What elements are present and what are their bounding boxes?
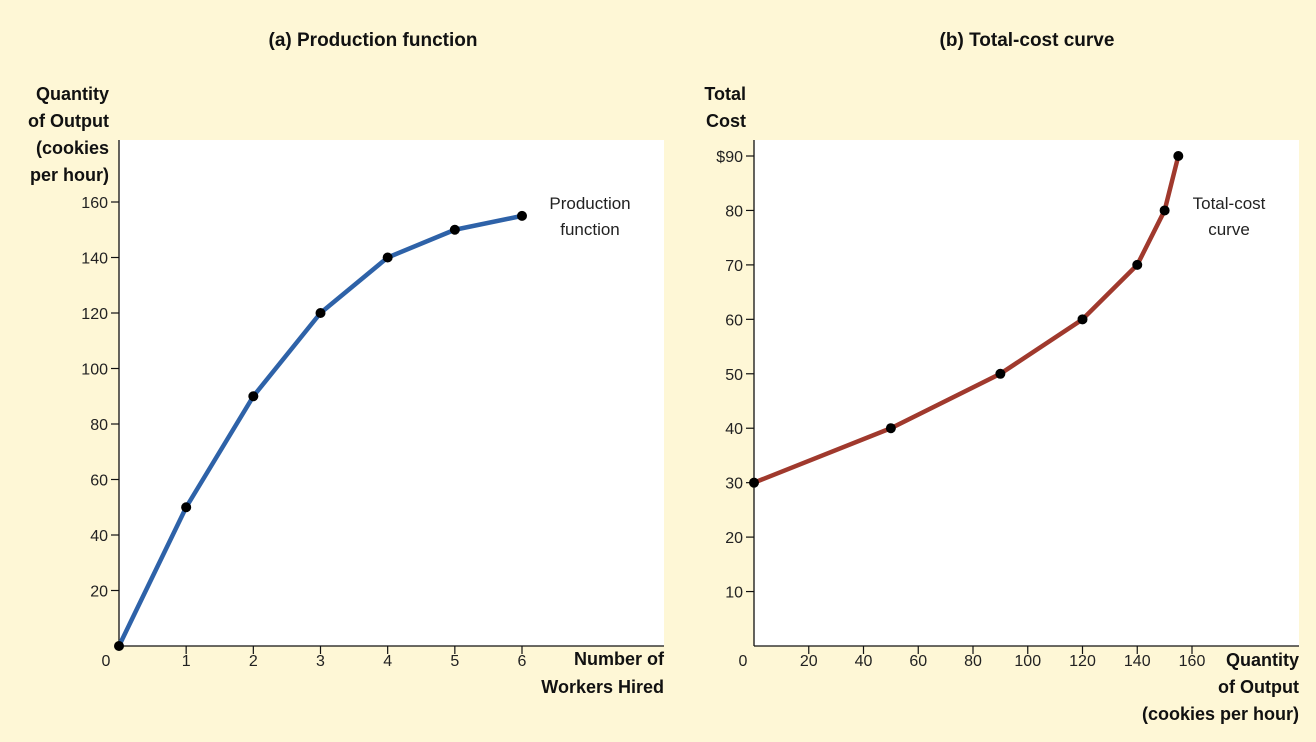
y-tick-label: 160 (81, 195, 108, 212)
x-tick-label: 5 (450, 653, 459, 670)
curve-annotation-line: Production (549, 194, 630, 213)
data-point (315, 308, 326, 318)
plot-area (119, 140, 664, 646)
panel-production-function: (a) Production function Quantity of Output… (28, 30, 665, 697)
y-tick-label: 140 (81, 251, 108, 268)
x-tick-label: 100 (1014, 653, 1041, 670)
x-tick-label: 60 (909, 653, 927, 670)
y-tick-label: 80 (90, 417, 108, 434)
x-axis-label-line: Workers Hired (541, 677, 664, 697)
x-tick-label: 1 (182, 653, 191, 670)
y-tick-label: 60 (90, 473, 108, 490)
x-axis-label-line: Quantity (1226, 650, 1299, 670)
curve-annotation: Total-cost curve (1193, 194, 1266, 239)
y-tick-label: 100 (81, 362, 108, 379)
data-point (995, 368, 1006, 379)
x-axis-label-line: (cookies per hour) (1142, 704, 1299, 724)
data-point (382, 252, 393, 263)
y-tick-label: 80 (725, 203, 743, 220)
curve-annotation-line: curve (1208, 220, 1250, 239)
data-point (517, 210, 527, 221)
x-axis-label-line: Number of (574, 649, 665, 669)
y-axis-label: Quantity of Output (cookies per hour) (28, 84, 109, 185)
curve-annotation: Production function (549, 194, 630, 239)
y-tick-label: 20 (90, 584, 108, 601)
x-tick-label: 80 (964, 653, 982, 670)
y-axis-label-line: of Output (28, 111, 109, 131)
x-tick-label: 40 (855, 653, 873, 670)
origin-label: 0 (102, 653, 111, 670)
data-point (1159, 205, 1170, 216)
y-tick-label: 50 (725, 367, 743, 384)
y-tick-label: 120 (81, 306, 108, 323)
x-axis-label: Number of Workers Hired (541, 649, 665, 697)
y-axis-label-line: Quantity (36, 84, 109, 104)
panel-total-cost-curve: (b) Total-cost curve Total Cost Quantity of … (704, 30, 1299, 724)
data-point (449, 224, 460, 235)
data-point (248, 391, 259, 402)
chart-title: (a) Production function (269, 30, 478, 51)
curve-annotation-line: function (560, 220, 620, 239)
x-axis-label: Quantity of Output (cookies per hour) (1142, 650, 1299, 724)
y-axis-label-line: (cookies (36, 138, 109, 158)
y-tick-label: 60 (725, 312, 743, 329)
x-tick-label: 140 (1124, 653, 1151, 670)
y-axis-label-line: Cost (706, 111, 746, 131)
origin-label: 0 (739, 653, 748, 670)
x-tick-label: 20 (800, 653, 818, 670)
y-tick-label: 10 (725, 585, 743, 602)
y-axis-label: Total Cost (704, 84, 746, 131)
y-tick-label: 40 (90, 528, 108, 545)
x-tick-label: 120 (1069, 653, 1096, 670)
x-tick-label: 2 (249, 653, 258, 670)
y-tick-label: $90 (716, 149, 743, 166)
y-tick-label: 20 (725, 530, 743, 547)
y-tick-label: 70 (725, 258, 743, 275)
data-point (885, 423, 896, 434)
data-point (114, 641, 124, 651)
plot-area (754, 140, 1299, 646)
data-point (1173, 151, 1184, 161)
x-tick-label: 160 (1179, 653, 1206, 670)
data-point (181, 502, 192, 513)
y-tick-label: 30 (725, 476, 743, 493)
data-point (749, 477, 759, 488)
x-tick-label: 4 (383, 653, 392, 670)
chart-title: (b) Total-cost curve (940, 30, 1115, 51)
data-point (1077, 314, 1088, 325)
curve-annotation-line: Total-cost (1193, 194, 1266, 213)
x-tick-label: 6 (518, 653, 527, 670)
x-tick-label: 3 (316, 653, 325, 670)
x-axis-label-line: of Output (1218, 677, 1299, 697)
y-tick-label: 40 (725, 421, 743, 438)
y-axis-label-line: Total (704, 84, 746, 104)
y-axis-label-line: per hour) (30, 165, 109, 185)
data-point (1132, 259, 1143, 270)
